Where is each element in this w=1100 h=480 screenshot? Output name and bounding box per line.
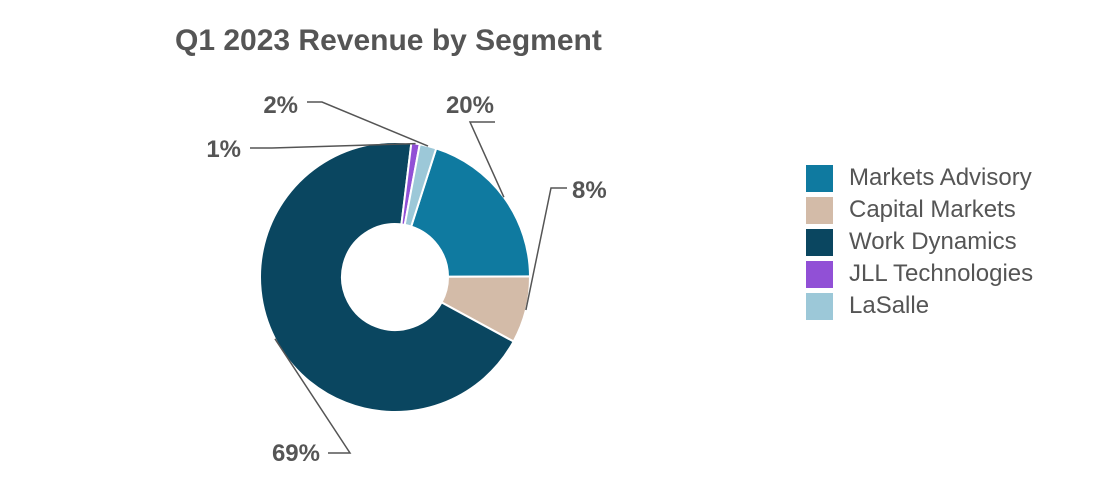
leader-line <box>274 338 352 454</box>
legend-item-capital-markets: Capital Markets <box>806 194 1033 226</box>
legend-swatch <box>806 196 833 224</box>
legend-item-work-dynamics: Work Dynamics <box>806 226 1033 258</box>
legend-label: Work Dynamics <box>849 228 1017 255</box>
leader-line <box>307 101 429 147</box>
legend-item-jll-technologies: JLL Technologies <box>806 258 1033 290</box>
leader-line <box>250 142 416 149</box>
legend-label: Markets Advisory <box>849 164 1032 191</box>
legend-swatch <box>806 292 833 320</box>
legend-item-markets-advisory: Markets Advisory <box>806 162 1033 194</box>
data-label: 1% <box>206 136 241 163</box>
legend-label: Capital Markets <box>849 196 1016 223</box>
legend-label: JLL Technologies <box>849 260 1034 287</box>
leader-line <box>468 121 505 198</box>
data-label: 8% <box>572 177 607 204</box>
data-label: 20% <box>446 92 494 119</box>
legend-label: LaSalle <box>849 292 930 319</box>
donut-slice-markets-advisory <box>409 147 532 278</box>
legend: Markets Advisory Capital Markets Work Dy… <box>806 162 1033 322</box>
legend-item-lasalle: LaSalle <box>806 290 1033 322</box>
leader-line <box>525 187 567 311</box>
data-label: 69% <box>272 440 320 467</box>
legend-swatch <box>806 164 833 192</box>
legend-swatch <box>806 228 833 256</box>
chart-title: Q1 2023 Revenue by Segment <box>175 24 602 57</box>
legend-swatch <box>806 260 833 288</box>
donut-slice-work-dynamics <box>259 141 515 413</box>
data-label: 2% <box>263 92 298 119</box>
